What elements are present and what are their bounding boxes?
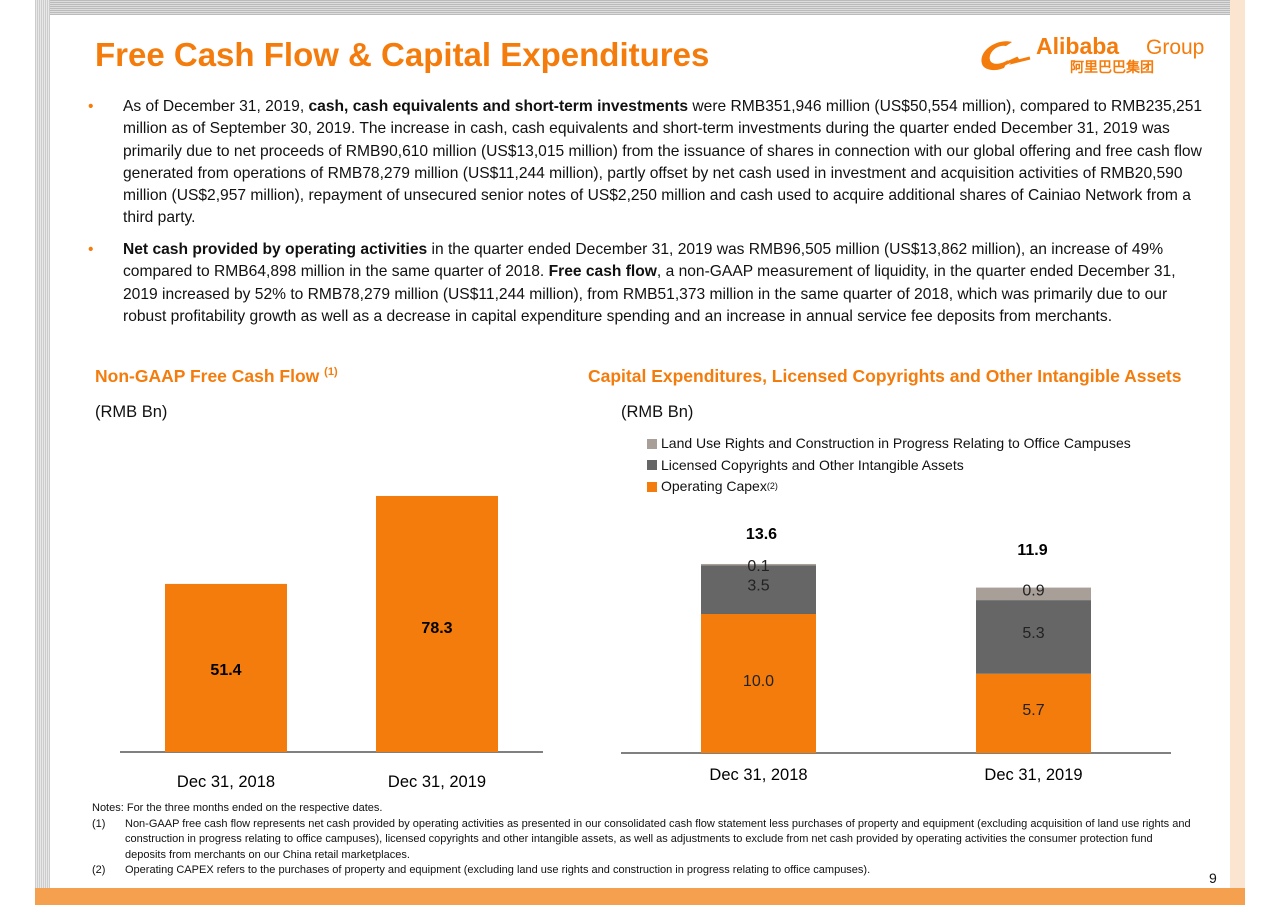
fcf-bar-label: 51.4 — [210, 662, 241, 679]
legend-item-land-use: Land Use Rights and Construction in Prog… — [647, 433, 1131, 455]
capex-bar-segment — [976, 587, 1091, 601]
capex-chart-title: Capital Expenditures, Licensed Copyright… — [588, 366, 1182, 386]
fcf-unit-label: (RMB Bn) — [95, 403, 168, 421]
bullet-icon: • — [88, 98, 94, 115]
legend-swatch — [647, 481, 657, 492]
capex-total-label: 11.9 — [1017, 542, 1047, 559]
page-number: 9 — [1209, 870, 1217, 886]
capex-bar-segment — [701, 565, 816, 614]
capex-x-tick-label: Dec 31, 2019 — [984, 766, 1082, 784]
legend-swatch — [647, 460, 657, 471]
capex-unit-label: (RMB Bn) — [621, 403, 694, 421]
capex-segment-label: 0.1 — [747, 558, 769, 575]
capex-bar-segment — [701, 563, 816, 566]
capex-segment-label: 5.7 — [1022, 702, 1044, 719]
capex-segment-label: 3.5 — [747, 577, 769, 594]
alibaba-logo: Alibaba Group 阿里巴巴集团 — [981, 33, 1204, 76]
capex-bar-segment — [976, 673, 1091, 753]
note-1: (1) Non-GAAP free cash flow represents ne… — [92, 817, 1191, 861]
legend-item-operating-capex: Operating Capex (2) — [647, 476, 1131, 498]
capex-total-label: 13.6 — [746, 526, 777, 543]
svg-text:Group: Group — [1146, 36, 1204, 59]
fcf-x-tick-label: Dec 31, 2019 — [388, 773, 486, 791]
fcf-bar-label: 78.3 — [421, 620, 452, 637]
notes-header: Notes: For the three months ended on the… — [92, 802, 383, 814]
footnotes: Notes: For the three months ended on the… — [92, 801, 1192, 879]
svg-text:阿里巴巴集团: 阿里巴巴集团 — [1070, 59, 1154, 76]
top-border — [35, 0, 1230, 15]
fcf-chart-title: Non-GAAP Free Cash Flow (1) — [95, 366, 338, 386]
fcf-bar — [376, 495, 498, 752]
left-border — [35, 0, 50, 905]
fcf-bar — [165, 583, 287, 752]
svg-text:Alibaba: Alibaba — [1036, 33, 1119, 59]
note-2: (2) Operating CAPEX refers to the purchas… — [92, 864, 871, 876]
capex-segment-label: 0.9 — [1022, 583, 1044, 600]
bullet-operating-cash: • Net cash provided by operating activit… — [88, 241, 1176, 325]
capex-bar-segment — [701, 614, 816, 753]
capex-legend: Land Use Rights and Construction in Prog… — [647, 433, 1131, 498]
slide-title: Free Cash Flow & Capital Expenditures — [95, 36, 710, 73]
capex-segment-label: 10.0 — [743, 673, 774, 690]
capex-segment-label: 5.3 — [1022, 625, 1044, 642]
legend-swatch — [647, 438, 657, 449]
capex-bar-segment — [976, 600, 1091, 674]
fcf-x-tick-label: Dec 31, 2018 — [177, 773, 275, 791]
bottom-border — [35, 888, 1245, 905]
right-border — [1230, 0, 1245, 905]
capex-x-tick-label: Dec 31, 2018 — [709, 766, 807, 784]
bullet-icon: • — [88, 241, 94, 258]
bullet-cash: • As of December 31, 2019, cash, cash eq… — [88, 98, 1203, 227]
legend-item-licensed: Licensed Copyrights and Other Intangible… — [647, 455, 1131, 477]
